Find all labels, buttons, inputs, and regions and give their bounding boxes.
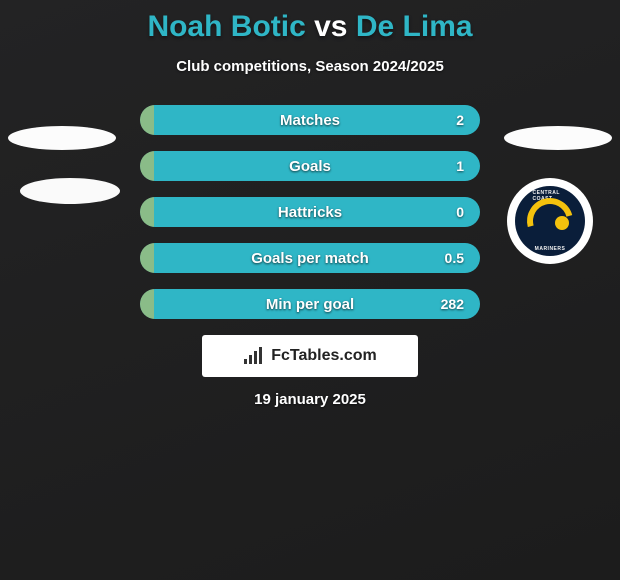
player1-placeholder-top	[8, 126, 116, 150]
club-badge-swirl-icon	[519, 190, 582, 253]
stat-value-right: 282	[441, 296, 464, 312]
stat-value-right: 0	[456, 204, 464, 220]
branding-text: FcTables.com	[271, 347, 377, 365]
vs-text: vs	[314, 10, 347, 43]
stat-left-bar	[140, 243, 154, 273]
stat-row: 0Goals1	[140, 151, 480, 181]
club-badge-inner: CENTRAL COAST MARINERS	[515, 186, 585, 256]
stat-value-right: 2	[456, 112, 464, 128]
club-badge-dot-icon	[555, 216, 569, 230]
stat-value-right: 1	[456, 158, 464, 174]
stat-left-bar	[140, 151, 154, 181]
comparison-card: Noah Botic vs De Lima Club competitions,…	[0, 0, 620, 580]
player2-placeholder-top	[504, 126, 612, 150]
stat-label: Min per goal	[266, 296, 354, 313]
stat-value-right: 0.5	[445, 250, 464, 266]
club-badge-label-bottom: MARINERS	[535, 246, 566, 252]
stat-row: 0Goals per match0.5	[140, 243, 480, 273]
stat-label: Hattricks	[278, 204, 342, 221]
subtitle: Club competitions, Season 2024/2025	[0, 58, 620, 75]
stat-row: 0Hattricks0	[140, 197, 480, 227]
stat-left-bar	[140, 197, 154, 227]
stats-area: 0Matches20Goals10Hattricks00Goals per ma…	[140, 105, 480, 319]
stat-label: Matches	[280, 112, 340, 129]
player1-placeholder-mid	[20, 178, 120, 204]
player2-name: De Lima	[356, 10, 473, 43]
stat-row: 0Matches2	[140, 105, 480, 135]
stat-label: Goals	[289, 158, 331, 175]
player1-name: Noah Botic	[147, 10, 305, 43]
stat-row: 0Min per goal282	[140, 289, 480, 319]
stat-left-bar	[140, 289, 154, 319]
club-badge: CENTRAL COAST MARINERS	[507, 178, 593, 264]
stat-left-bar	[140, 105, 154, 135]
stat-label: Goals per match	[251, 250, 369, 267]
bars-icon	[243, 347, 265, 365]
branding-badge[interactable]: FcTables.com	[202, 335, 418, 377]
page-title: Noah Botic vs De Lima	[0, 10, 620, 44]
footer-date: 19 january 2025	[0, 391, 620, 408]
